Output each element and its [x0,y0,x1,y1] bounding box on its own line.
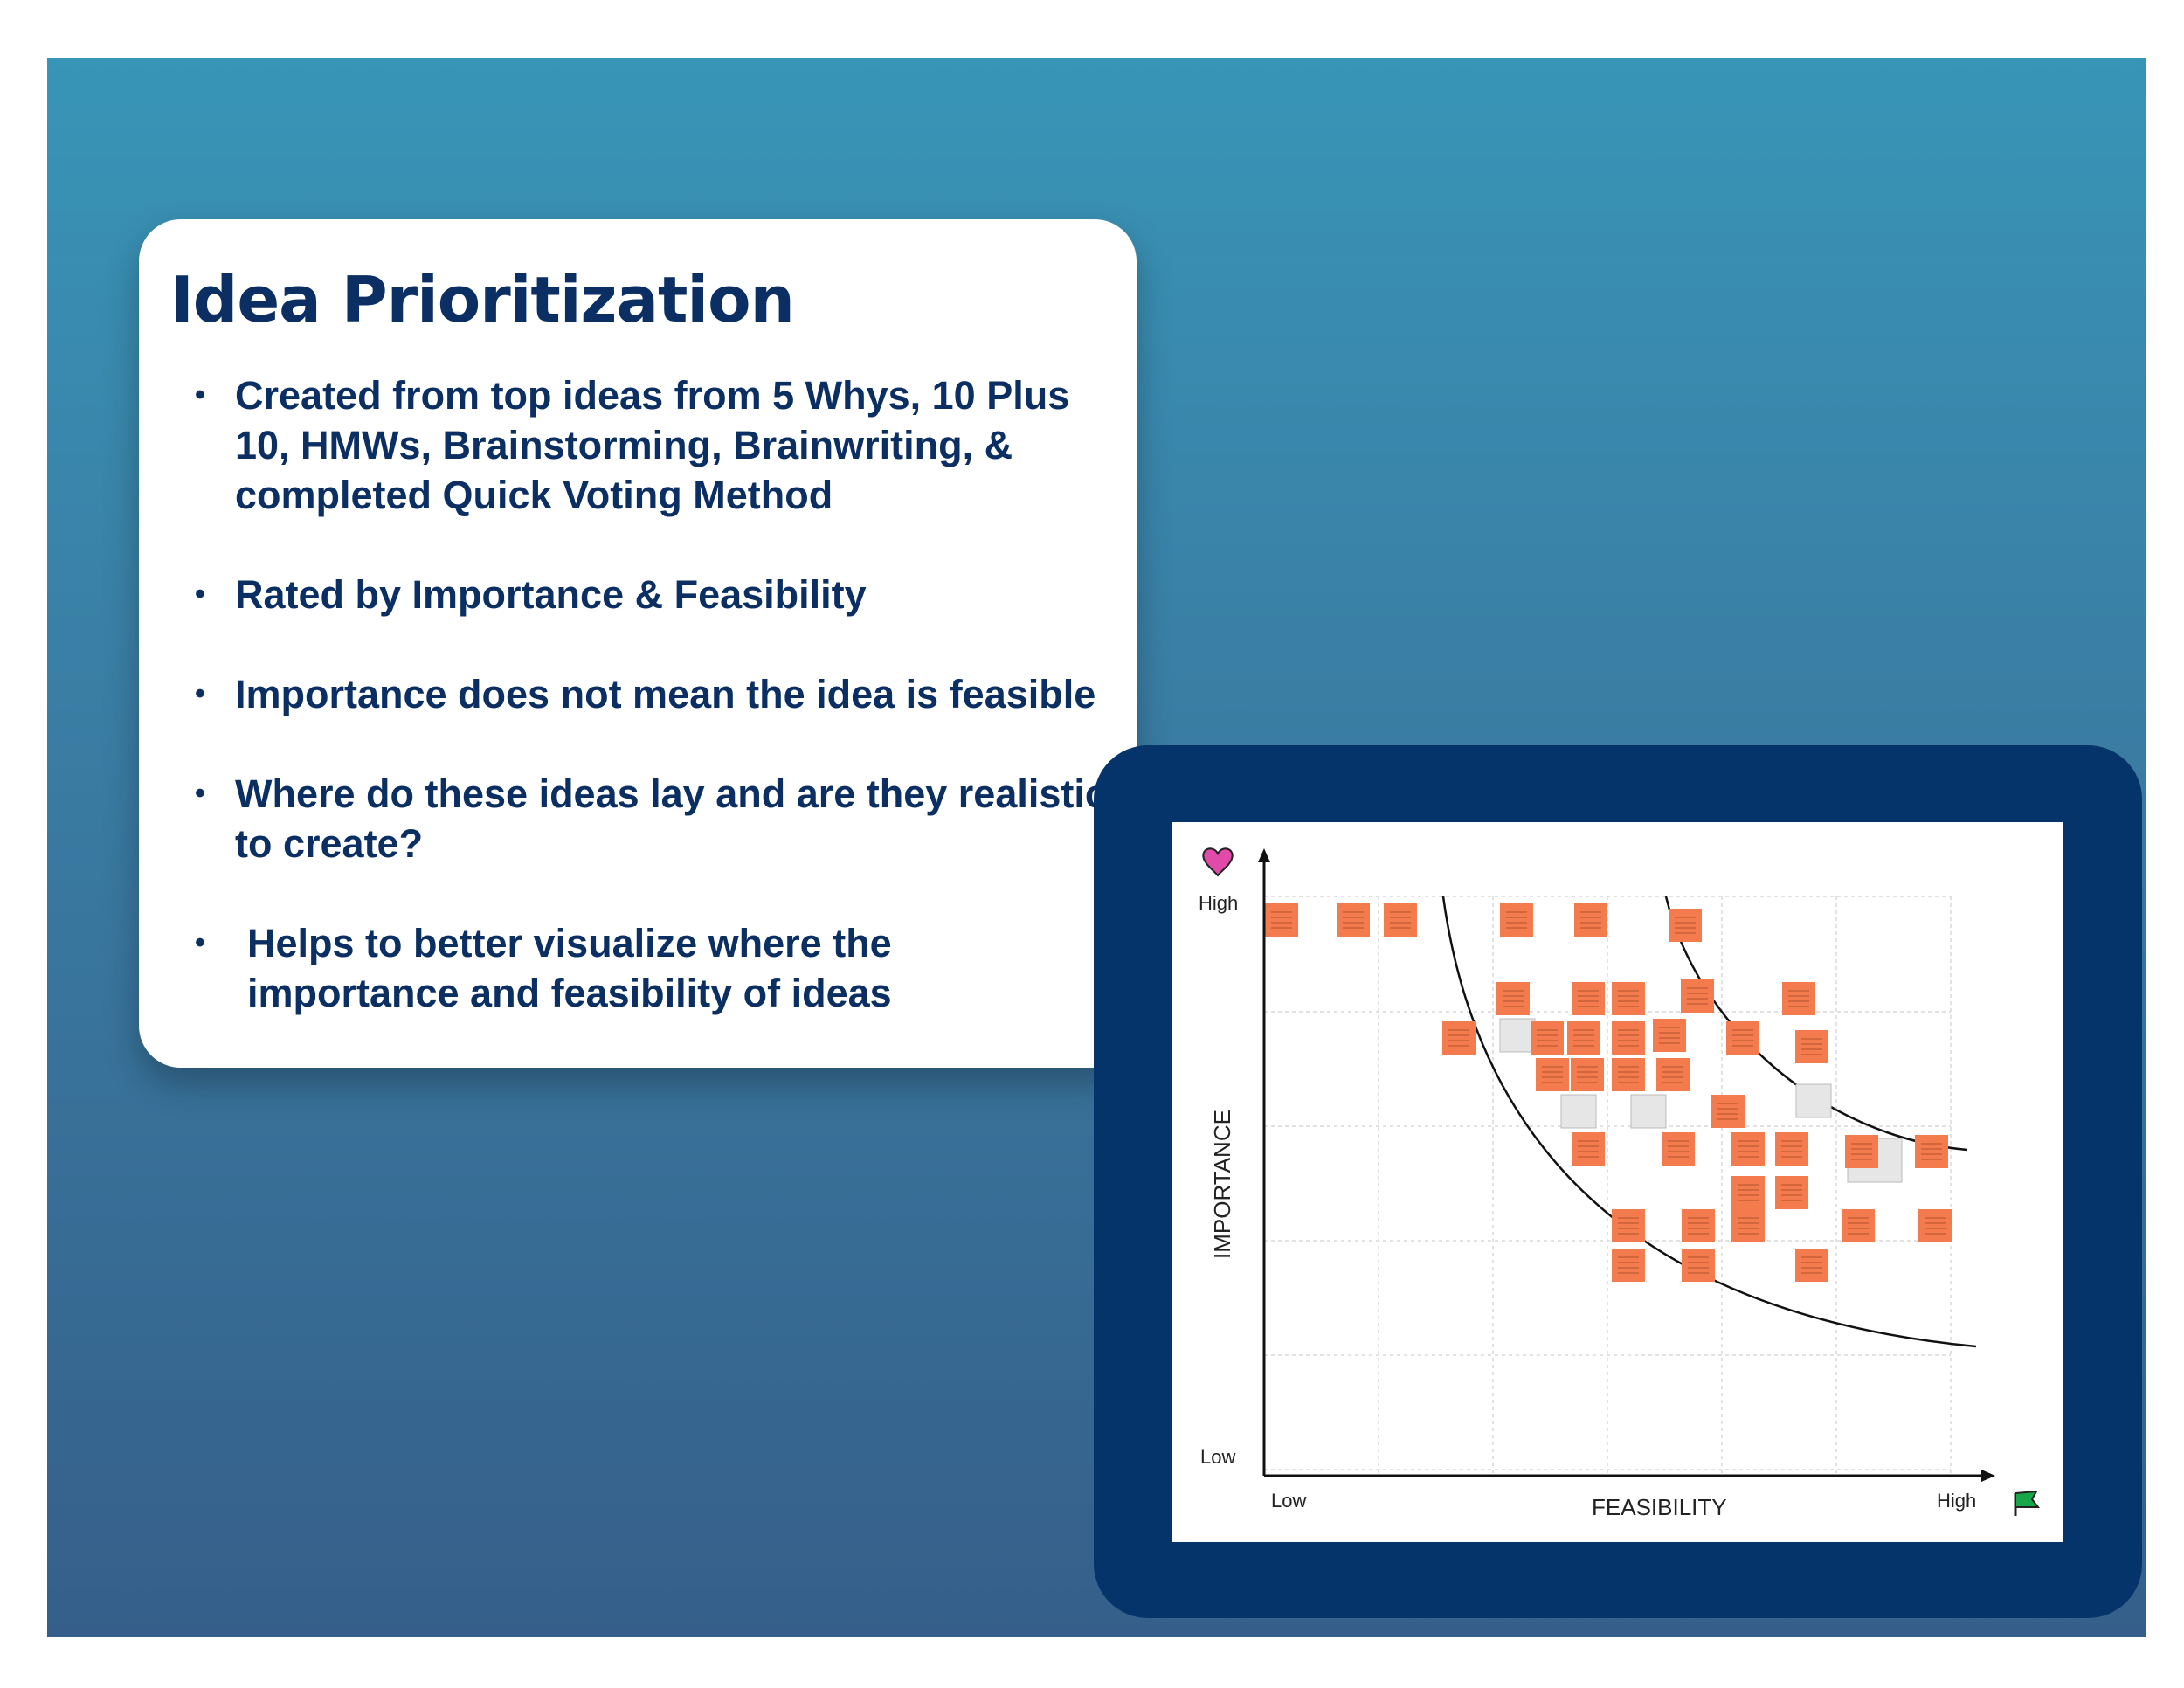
y-low-label: Low [1200,1446,1235,1468]
sketch-photo [1795,1083,1832,1118]
sticky-note [1496,982,1530,1015]
sticky-note [1795,1249,1828,1282]
sticky-note [1572,982,1605,1015]
sticky-note [1845,1135,1878,1168]
slide-title: Idea Prioritization [170,263,795,336]
sticky-note [1337,903,1370,937]
sticky-note [1265,903,1298,937]
axes [1258,848,1995,1482]
sticky-note [1612,982,1645,1015]
bullet-item: • Created from top ideas from 5 Whys, 10 … [195,373,1070,517]
sticky-note [1731,1132,1765,1166]
sticky-note [1384,903,1417,937]
sticky-note [1682,1209,1715,1242]
sticky-notes [1265,903,1952,1282]
x-low-label: Low [1271,1490,1306,1512]
sticky-note [1612,1209,1645,1242]
sticky-note [1442,1021,1476,1055]
sticky-note [1775,1176,1808,1209]
y-axis-title: IMPORTANCE [1209,1110,1235,1259]
sticky-note [1731,1209,1765,1242]
sticky-note [1571,1058,1604,1091]
sticky-note [1574,903,1607,937]
sticky-note [1531,1021,1564,1055]
sticky-note [1795,1030,1828,1063]
matrix-panel: High Low Low High FEASIBILITY IMPORTANCE [1094,745,2142,1618]
matrix-grid [1263,896,1952,1476]
x-high-label: High [1937,1490,1976,1512]
sticky-note [1681,979,1714,1013]
sticky-note [1731,1176,1765,1209]
heart-icon [1202,847,1234,877]
slide-background: Idea Prioritization • Created from top id… [47,58,2146,1637]
sketch-photo [1499,1018,1536,1053]
sticky-note [1726,1021,1759,1055]
sticky-note [1842,1209,1875,1242]
sticky-note [1656,1058,1690,1091]
sticky-note [1915,1135,1948,1168]
sketch-photo [1630,1094,1667,1129]
sticky-note [1536,1058,1569,1091]
sticky-note [1669,909,1702,942]
x-axis-arrow [1981,1470,1995,1482]
sticky-note [1612,1249,1645,1282]
sticky-note [1567,1021,1600,1055]
sticky-note [1775,1132,1808,1166]
inner-curve [1441,896,1977,1348]
sticky-note [1711,1095,1745,1128]
bullet-item: • Helps to better visualize where the imp… [195,921,892,1015]
green-flag-icon [2014,1490,2041,1516]
prioritization-matrix: High Low Low High FEASIBILITY IMPORTANCE [1172,822,2063,1542]
bullet-item: • Where do these ideas lay and are they r… [195,771,1107,866]
sticky-note [1918,1209,1952,1242]
outer-curve [1664,896,1968,1152]
bullet-list: • Created from top ideas from 5 Whys, 10 … [191,370,1117,1068]
sticky-note [1572,1132,1605,1166]
sticky-note [1500,903,1533,937]
bullet-item: • Rated by Importance & Feasibility [195,572,867,617]
sticky-note [1653,1019,1686,1052]
sticky-note [1782,982,1815,1015]
matrix-svg: High Low Low High FEASIBILITY IMPORTANCE [1199,847,2041,1520]
sticky-note [1682,1249,1715,1282]
sticky-note [1612,1058,1645,1091]
tradeoff-curves [1441,896,1977,1348]
text-card: Idea Prioritization • Created from top id… [139,219,1137,1068]
bullet-item: • Importance does not mean the idea is fe… [195,672,1096,716]
x-axis-title: FEASIBILITY [1592,1494,1727,1520]
y-high-label: High [1199,892,1238,914]
sketch-photo [1560,1094,1597,1129]
sticky-note [1612,1021,1645,1055]
y-axis-arrow [1258,848,1270,862]
sticky-note [1662,1132,1695,1166]
